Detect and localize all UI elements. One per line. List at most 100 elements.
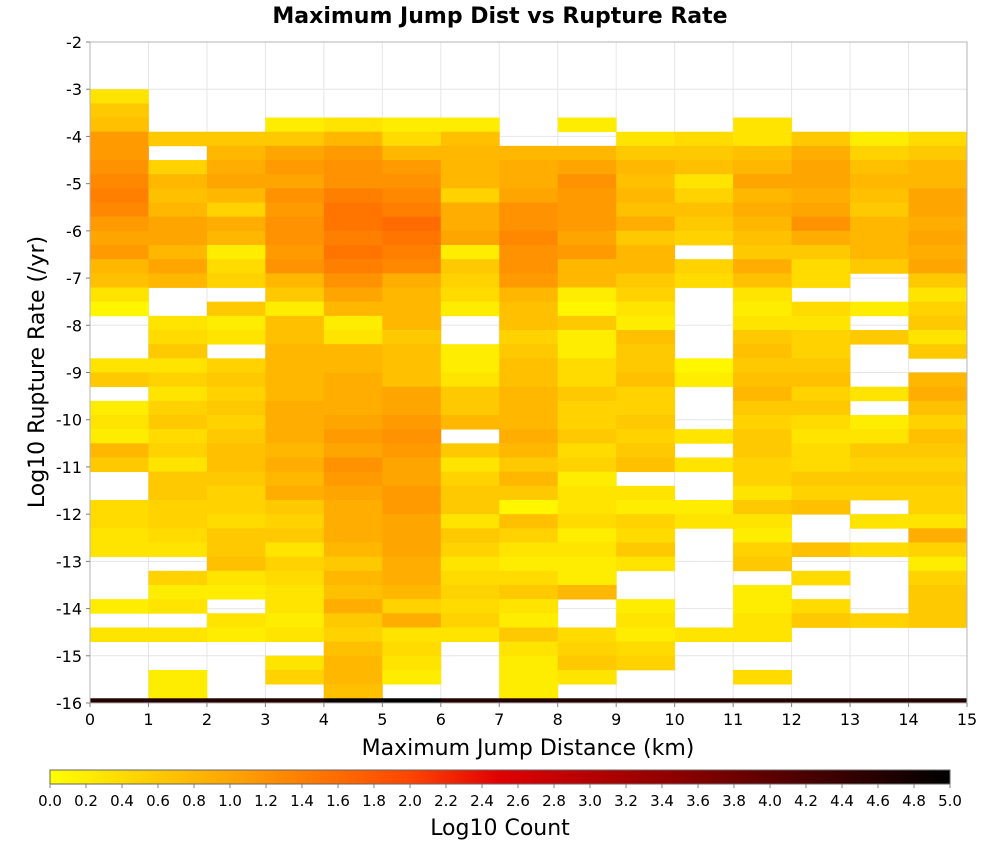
heatmap-cell <box>674 202 734 218</box>
heatmap-cell <box>557 230 617 246</box>
heatmap-cell <box>557 358 617 373</box>
heatmap-cell <box>90 499 149 515</box>
heatmap-cell <box>206 330 266 345</box>
heatmap-cell <box>499 330 559 345</box>
heatmap-cell <box>148 443 208 458</box>
heatmap-cell <box>90 457 149 473</box>
heatmap-cell <box>323 514 383 529</box>
heatmap-cell <box>674 698 734 704</box>
heatmap-cell <box>148 627 208 643</box>
heatmap-cell <box>323 188 383 203</box>
heatmap-cell <box>323 584 383 600</box>
heatmap-cell <box>791 216 851 232</box>
heatmap-cell <box>557 429 617 444</box>
heatmap-cell <box>90 103 149 118</box>
heatmap-cell <box>440 400 500 416</box>
heatmap-cell <box>616 216 676 232</box>
heatmap-cell <box>382 542 442 558</box>
heatmap-cell <box>382 669 442 685</box>
heatmap-cell <box>616 358 676 373</box>
heatmap-cell <box>265 400 325 416</box>
heatmap-cell <box>850 386 909 402</box>
heatmap-cell <box>674 131 734 147</box>
x-tick-label: 15 <box>957 710 977 729</box>
heatmap-cell <box>148 344 208 359</box>
heatmap-cell <box>265 627 325 643</box>
heatmap-cell <box>323 471 383 487</box>
heatmap-cell <box>499 372 559 388</box>
heatmap-cell <box>908 556 968 572</box>
heatmap-cell <box>90 414 149 430</box>
heatmap-cell <box>499 641 559 657</box>
heatmap-cell <box>616 542 676 558</box>
heatmap-cell <box>265 245 325 260</box>
heatmap-cell <box>323 301 383 317</box>
heatmap-cell <box>265 414 325 430</box>
heatmap-cell <box>323 698 383 704</box>
heatmap-cell <box>440 358 500 373</box>
heatmap-cell <box>148 358 208 373</box>
y-tick-label: -4 <box>66 127 82 146</box>
heatmap-cell <box>265 542 325 558</box>
heatmap-cell <box>148 698 208 704</box>
heatmap-cell <box>616 414 676 430</box>
heatmap-cell <box>382 245 442 260</box>
heatmap-cell <box>323 202 383 218</box>
heatmap-cell <box>440 386 500 402</box>
heatmap-cell <box>382 386 442 402</box>
heatmap-cell <box>791 542 851 558</box>
heatmap-cell <box>382 528 442 543</box>
heatmap-cell <box>557 372 617 388</box>
heatmap-cell <box>148 245 208 260</box>
heatmap-cell <box>850 514 909 529</box>
heatmap-cell <box>557 669 617 685</box>
heatmap-cell <box>674 457 734 473</box>
heatmap-cell <box>908 131 968 147</box>
heatmap-cell <box>382 556 442 572</box>
colorbar-tick-label: 1.0 <box>218 792 242 810</box>
y-tick-label: -9 <box>66 364 82 383</box>
y-axis-ticks: -2 -3 -4 -5 -6 -7 -8 -9 -10 -11 -12 -13 -14 -15 -16 <box>56 33 90 713</box>
heatmap-cell <box>499 471 559 487</box>
heatmap-cell <box>616 301 676 317</box>
heatmap-cell <box>557 570 617 586</box>
heatmap-cell <box>206 556 266 572</box>
heatmap-cell <box>440 457 500 473</box>
heatmap-cell <box>206 202 266 218</box>
heatmap-cell <box>206 372 266 388</box>
heatmap-cell <box>323 684 383 699</box>
x-tick-label: 6 <box>436 710 446 729</box>
heatmap-cell <box>499 273 559 288</box>
heatmap-cell <box>791 443 851 458</box>
heatmap-cell <box>791 259 851 274</box>
heatmap-cell <box>206 613 266 628</box>
heatmap-cell <box>908 160 968 175</box>
y-tick-label: -16 <box>56 694 82 713</box>
heatmap-cell <box>908 443 968 458</box>
heatmap-cell <box>733 160 792 175</box>
heatmap-cell <box>791 471 851 487</box>
heatmap-cell <box>90 273 149 288</box>
heatmap-cell <box>908 414 968 430</box>
heatmap-cell <box>850 145 909 161</box>
heatmap-cell <box>206 245 266 260</box>
heatmap-cell <box>382 131 442 147</box>
heatmap-cell <box>382 599 442 614</box>
heatmap-cell <box>206 570 266 586</box>
colorbar-tick-label: 1.6 <box>326 792 350 810</box>
heatmap-cell <box>733 457 792 473</box>
y-tick-label: -12 <box>56 505 82 524</box>
colorbar-tick-label: 3.8 <box>722 792 746 810</box>
heatmap-cell <box>499 245 559 260</box>
heatmap-cell <box>499 542 559 558</box>
heatmap-cell <box>674 259 734 274</box>
heatmap-cell <box>323 556 383 572</box>
colorbar-tick-label: 2.2 <box>434 792 458 810</box>
heatmap-cell <box>323 443 383 458</box>
heatmap-cell <box>90 230 149 246</box>
heatmap-cell <box>908 584 968 600</box>
heatmap-cell <box>440 344 500 359</box>
heatmap-cell <box>908 372 968 388</box>
heatmap-cell <box>382 174 442 189</box>
heatmap-cell <box>557 202 617 218</box>
